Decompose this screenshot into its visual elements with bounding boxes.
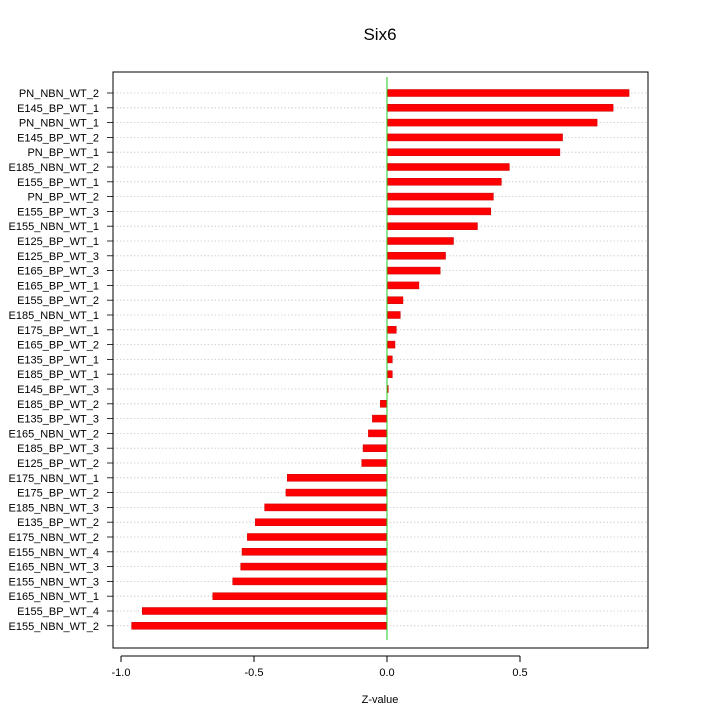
y-tick-label: E125_BP_WT_3 bbox=[17, 251, 99, 263]
bar-E165_NBN_WT_1 bbox=[212, 592, 388, 600]
bar-E155_BP_WT_4 bbox=[142, 607, 388, 615]
bar-E175_NBN_WT_1 bbox=[287, 474, 388, 482]
bar-E185_BP_WT_1 bbox=[386, 370, 393, 378]
y-tick-label: E185_NBN_WT_2 bbox=[9, 162, 100, 174]
bars bbox=[131, 89, 630, 630]
y-tick-label: E135_BP_WT_2 bbox=[17, 517, 99, 529]
bar-E155_BP_WT_1 bbox=[386, 178, 502, 186]
y-tick-label: PN_NBN_WT_2 bbox=[19, 88, 99, 100]
bar-E155_BP_WT_2 bbox=[386, 296, 404, 304]
bar-E155_NBN_WT_1 bbox=[386, 222, 478, 230]
y-tick-label: PN_BP_WT_1 bbox=[27, 147, 99, 159]
y-tick-label: E165_NBN_WT_1 bbox=[9, 591, 100, 603]
y-tick-label: E175_BP_WT_1 bbox=[17, 325, 99, 337]
bar-E155_NBN_WT_2 bbox=[131, 622, 388, 630]
bar-E185_NBN_WT_2 bbox=[386, 163, 510, 171]
bar-E125_BP_WT_1 bbox=[386, 237, 454, 245]
y-tick-label: E185_BP_WT_3 bbox=[17, 443, 99, 455]
bar-PN_BP_WT_2 bbox=[386, 192, 494, 201]
bar-PN_NBN_WT_1 bbox=[386, 118, 598, 127]
y-tick-label: E145_BP_WT_3 bbox=[17, 384, 99, 396]
y-tick-label: E155_BP_WT_4 bbox=[17, 606, 99, 618]
bar-E185_NBN_WT_1 bbox=[386, 311, 401, 319]
y-tick-label: E155_NBN_WT_3 bbox=[9, 576, 100, 588]
y-tick-label: E175_NBN_WT_2 bbox=[9, 532, 100, 544]
bar-E185_BP_WT_2 bbox=[380, 400, 388, 408]
bar-E165_BP_WT_3 bbox=[386, 266, 441, 275]
y-tick-label: E165_BP_WT_1 bbox=[17, 280, 99, 292]
bar-E175_BP_WT_2 bbox=[285, 488, 388, 497]
y-tick-label: E135_BP_WT_1 bbox=[17, 354, 99, 366]
bar-E185_BP_WT_3 bbox=[362, 444, 388, 452]
bar-E145_BP_WT_2 bbox=[386, 133, 563, 142]
bar-E135_BP_WT_3 bbox=[372, 414, 388, 423]
grid-lines bbox=[113, 92, 648, 627]
x-axis-label: Z-value bbox=[362, 694, 399, 706]
y-tick-label: E135_BP_WT_3 bbox=[17, 414, 99, 426]
y-tick-label: E145_BP_WT_1 bbox=[17, 103, 99, 115]
bar-E135_BP_WT_2 bbox=[255, 518, 388, 526]
y-tick-label: E145_BP_WT_2 bbox=[17, 132, 99, 144]
y-tick-label: E155_NBN_WT_2 bbox=[9, 621, 100, 633]
x-axis: -1.0 -0.5 0.0 0.5 bbox=[112, 655, 528, 679]
y-tick-label: E185_NBN_WT_3 bbox=[9, 502, 100, 514]
y-tick-label: E185_BP_WT_2 bbox=[17, 399, 99, 411]
y-tick-label: E165_BP_WT_3 bbox=[17, 266, 99, 278]
y-tick-label: E175_BP_WT_2 bbox=[17, 488, 99, 500]
bar-E155_BP_WT_3 bbox=[386, 207, 491, 216]
y-tick-label: E155_BP_WT_3 bbox=[17, 206, 99, 218]
y-tick-label: E125_BP_WT_1 bbox=[17, 236, 99, 248]
bar-E125_BP_WT_2 bbox=[361, 459, 388, 467]
y-tick-label: E185_BP_WT_1 bbox=[17, 369, 99, 381]
x-tick-label: -0.5 bbox=[245, 667, 264, 679]
y-tick-label: E155_BP_WT_1 bbox=[17, 177, 99, 189]
bar-E185_NBN_WT_3 bbox=[264, 503, 388, 512]
bar-E155_NBN_WT_4 bbox=[241, 548, 388, 556]
x-tick-label: 0.5 bbox=[512, 667, 527, 679]
y-tick-label: PN_NBN_WT_1 bbox=[19, 118, 99, 130]
y-tick-label: E165_BP_WT_2 bbox=[17, 340, 99, 352]
y-tick-label: E125_BP_WT_2 bbox=[17, 458, 99, 470]
y-tick-label: E165_NBN_WT_2 bbox=[9, 428, 100, 440]
bar-E155_NBN_WT_3 bbox=[232, 577, 388, 586]
y-tick-label: E165_NBN_WT_3 bbox=[9, 562, 100, 574]
y-tick-label: E185_NBN_WT_1 bbox=[9, 310, 100, 322]
bar-E175_BP_WT_1 bbox=[386, 326, 397, 334]
y-tick-label: E155_NBN_WT_4 bbox=[9, 547, 100, 559]
bar-E145_BP_WT_1 bbox=[386, 104, 614, 112]
bar-E165_NBN_WT_3 bbox=[240, 562, 388, 571]
x-tick-label: -1.0 bbox=[112, 667, 131, 679]
y-tick-label: E155_NBN_WT_1 bbox=[9, 221, 100, 233]
y-tick-label: E175_NBN_WT_1 bbox=[9, 473, 100, 485]
y-tick-label: PN_BP_WT_2 bbox=[27, 192, 99, 204]
bar-E165_NBN_WT_2 bbox=[368, 429, 388, 438]
bar-E165_BP_WT_2 bbox=[386, 340, 396, 349]
bar-E135_BP_WT_1 bbox=[386, 355, 393, 364]
x-tick-label: 0.0 bbox=[379, 667, 394, 679]
bar-E165_BP_WT_1 bbox=[386, 281, 420, 290]
chart-title: Six6 bbox=[363, 25, 396, 44]
bar-E125_BP_WT_3 bbox=[386, 252, 446, 260]
y-tick-labels: PN_NBN_WT_2 E145_BP_WT_1 PN_NBN_WT_1 E145_B… bbox=[9, 88, 113, 633]
bar-E175_NBN_WT_2 bbox=[247, 533, 388, 541]
y-tick-label: E155_BP_WT_2 bbox=[17, 295, 99, 307]
plot-frame bbox=[112, 71, 649, 649]
bar-PN_BP_WT_1 bbox=[386, 148, 561, 156]
bar-PN_NBN_WT_2 bbox=[386, 89, 630, 97]
